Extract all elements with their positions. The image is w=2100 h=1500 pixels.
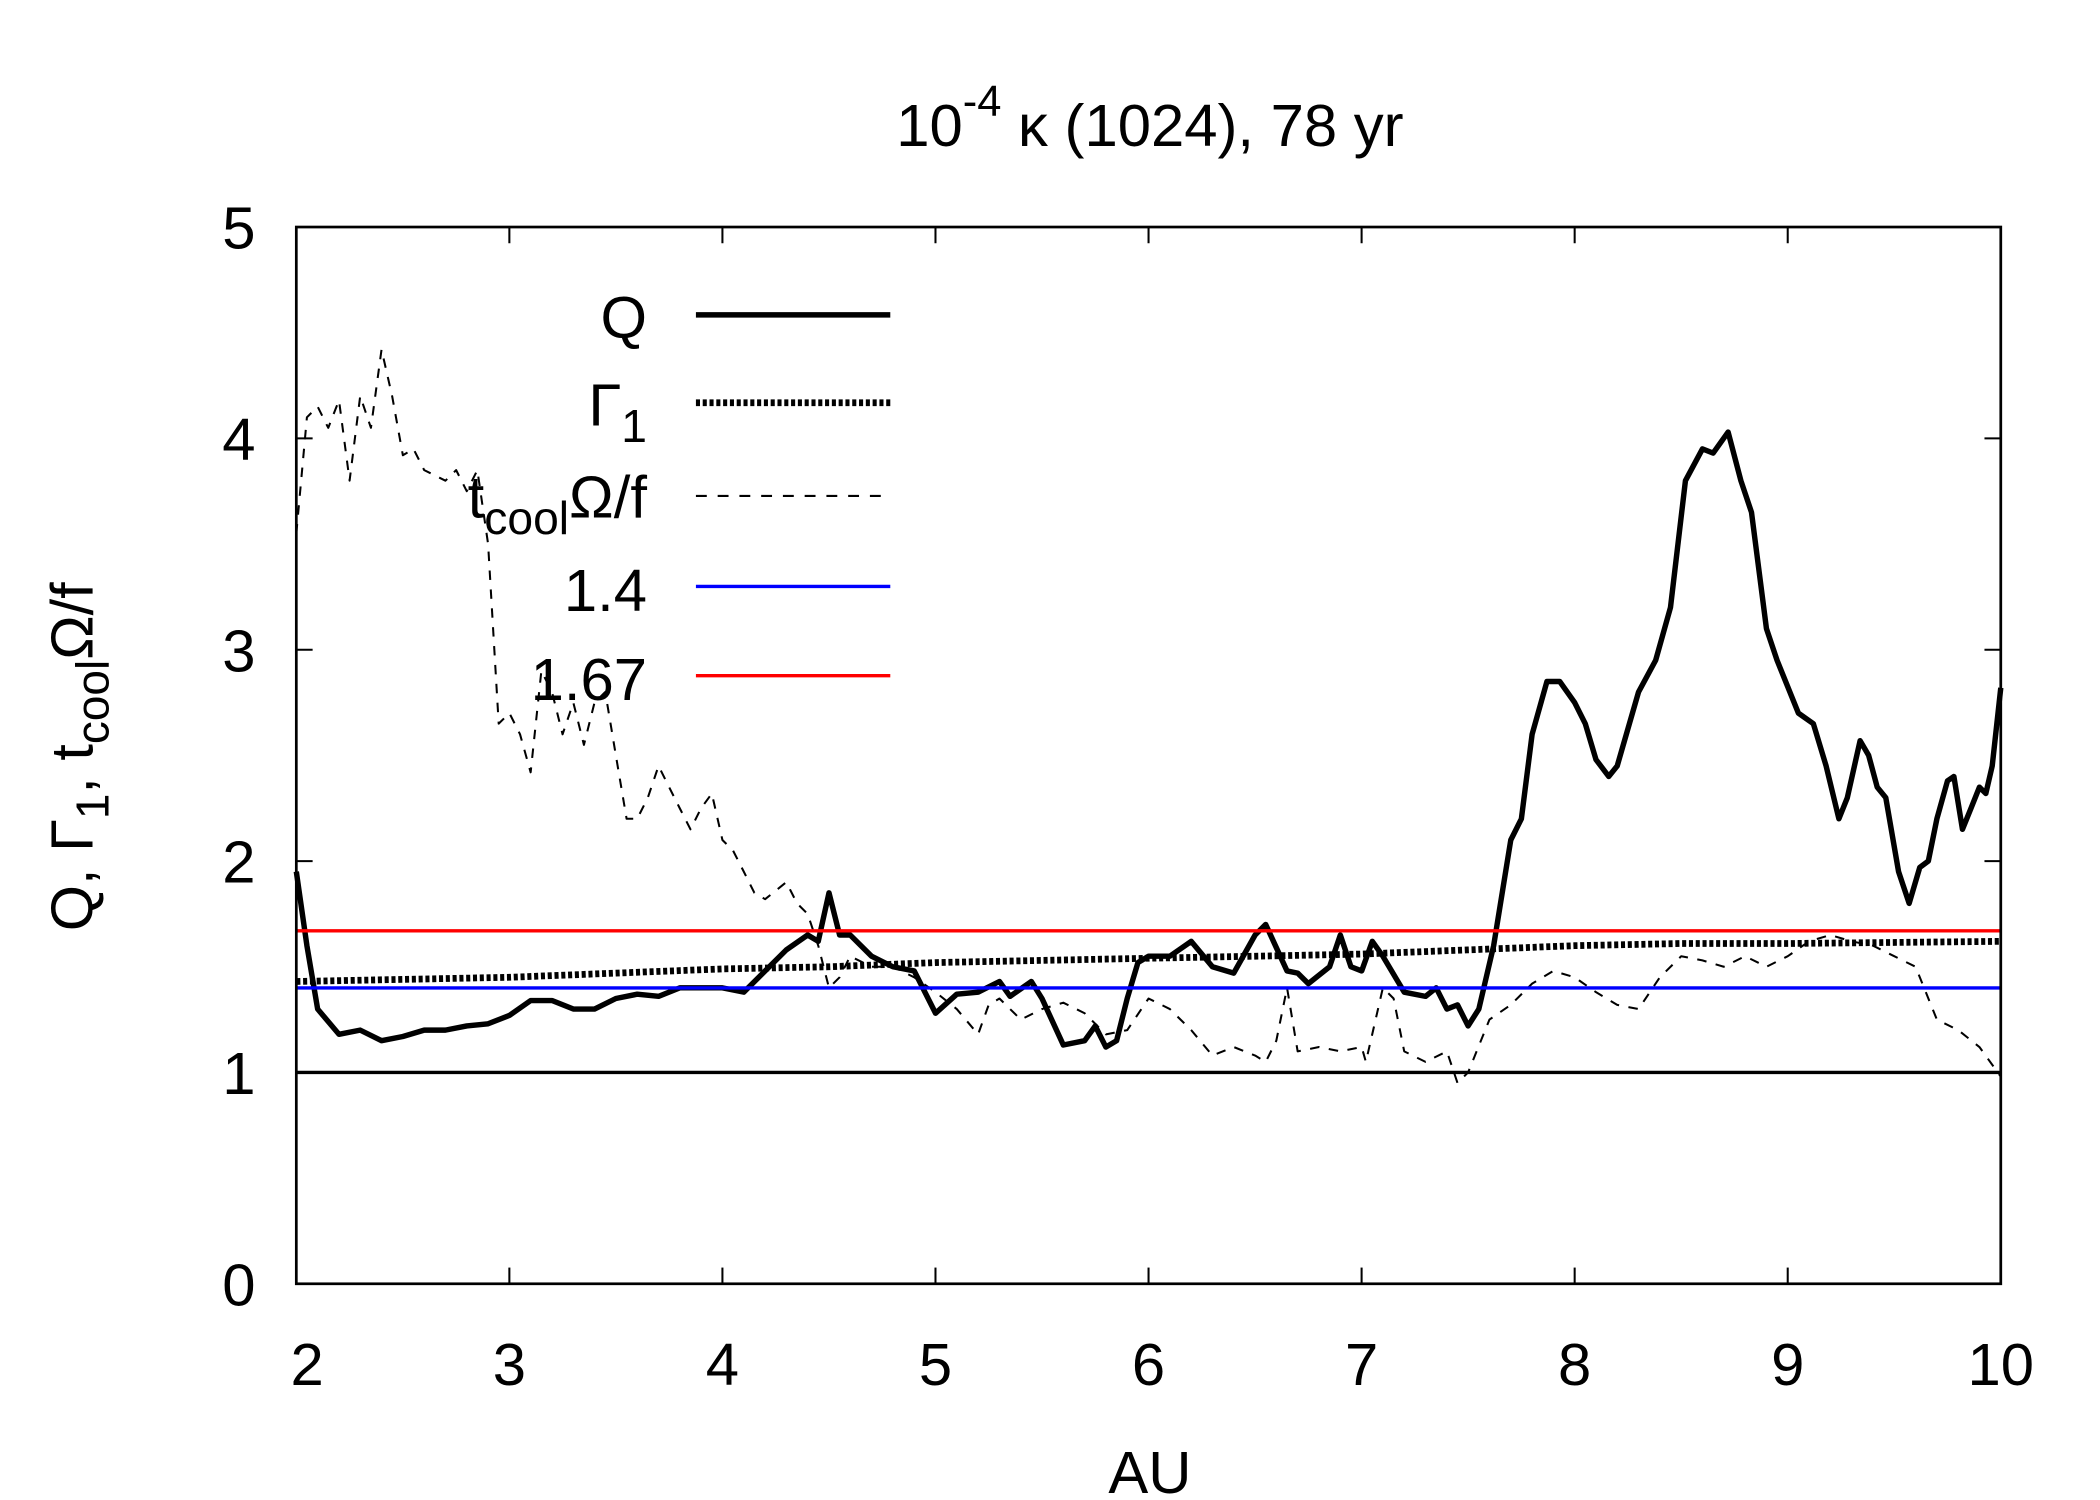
x-axis-label: AU [1108,1439,1191,1500]
series-gamma1-line [296,937,2001,985]
legend-label-gamma1: Γ1 [588,372,647,452]
legend: Q Γ1 tcoolΩ/f 1.4 1.67 [468,284,891,713]
legend-label-tcool: tcoolΩ/f [468,464,648,544]
x-tick-label: 4 [706,1331,739,1398]
legend-label-q: Q [600,284,647,351]
y-tick-label: 1 [222,1040,255,1107]
legend-label-1.67: 1.67 [531,646,647,713]
x-tick-label: 2 [291,1331,324,1398]
legend-label-1.4: 1.4 [564,557,647,624]
y-tick-label: 0 [222,1252,255,1319]
plot-area [293,348,2004,1084]
x-tick-label: 10 [1968,1331,2035,1398]
x-tick-label: 9 [1771,1331,1804,1398]
series-tcool-line [295,348,2002,1084]
y-axis-label: Q, Γ1, tcoolΩ/f [38,582,118,931]
y-tick-label: 4 [222,406,255,473]
x-tick-label: 7 [1345,1331,1378,1398]
x-tick-label: 3 [493,1331,526,1398]
chart-title: 10-4 κ (1024), 78 yr [896,78,1403,159]
y-tick-label: 2 [222,829,255,896]
axis-ticks: 2 3 4 5 6 7 8 9 10 0 1 2 3 4 5 [222,195,2034,1398]
x-tick-label: 6 [1132,1331,1165,1398]
x-tick-label: 5 [919,1331,952,1398]
y-tick-label: 5 [222,195,255,262]
y-tick-label: 3 [222,618,255,685]
x-tick-label: 8 [1558,1331,1591,1398]
